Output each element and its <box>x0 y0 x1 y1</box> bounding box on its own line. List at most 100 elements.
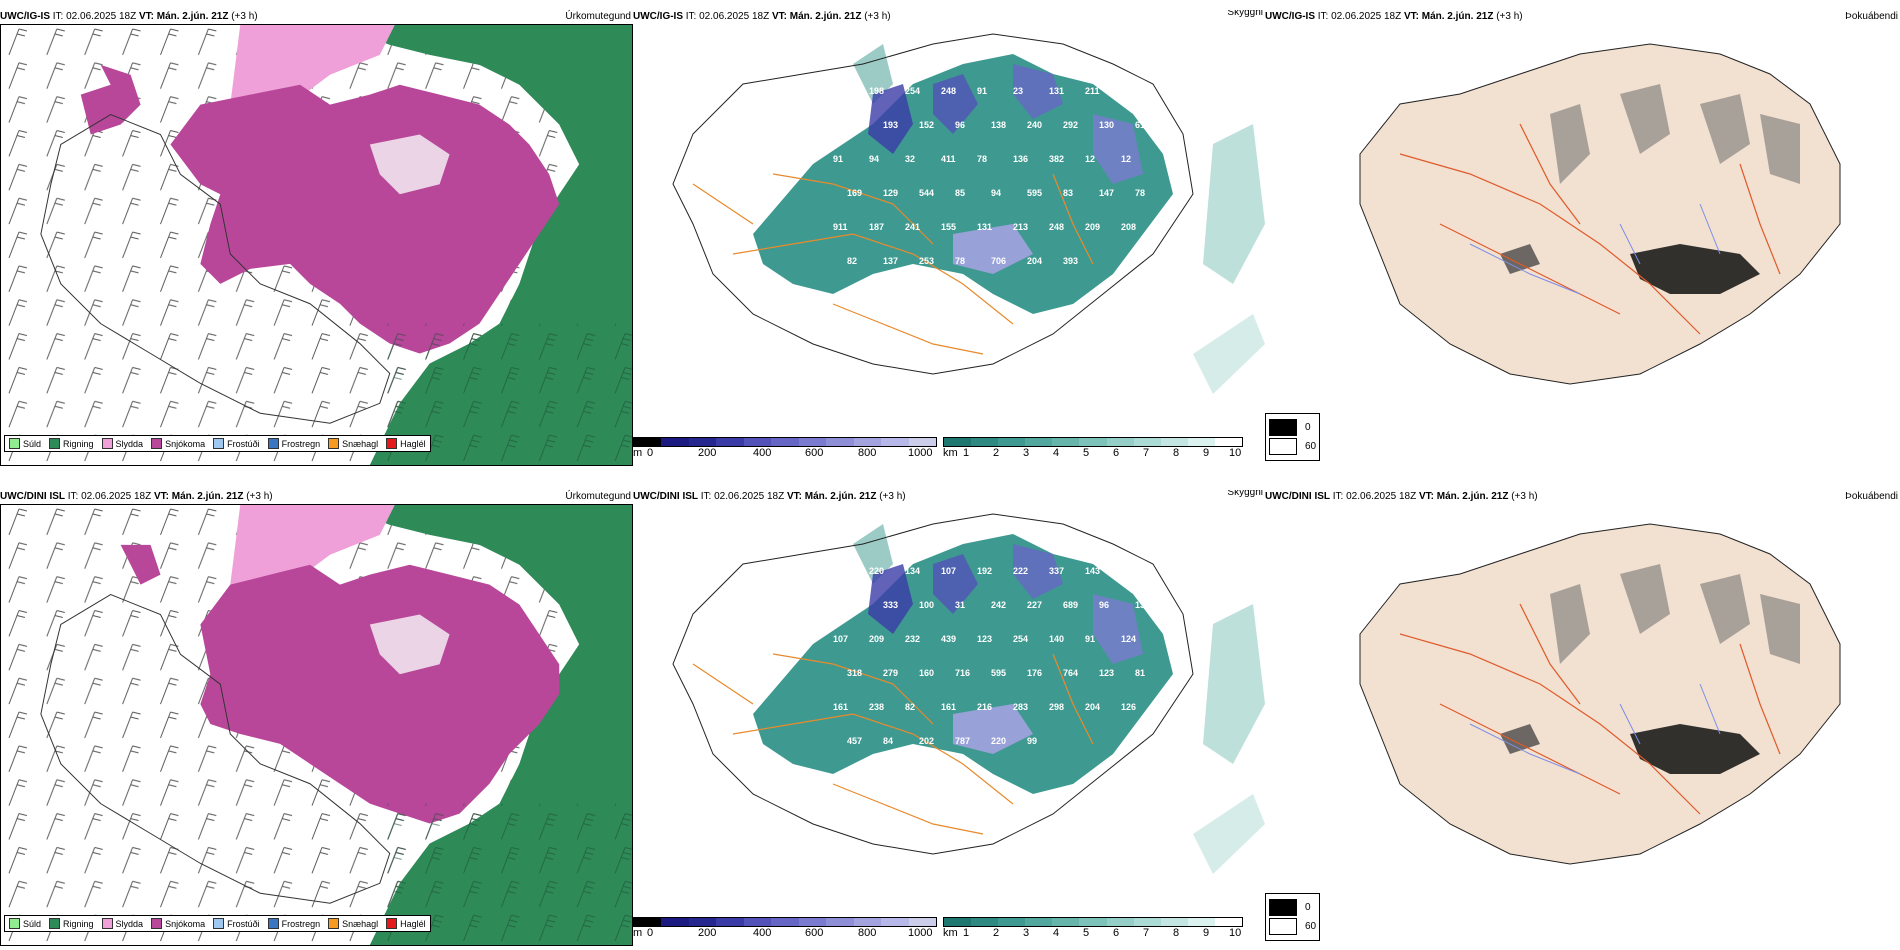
ceiling-value-label: 689 <box>1063 600 1078 610</box>
precip-type-panel-row2: UWC/DINI ISL IT: 02.06.2025 18Z VT: Mán.… <box>0 490 633 946</box>
ceiling-value-label: 249 <box>847 120 862 130</box>
tick-label: 7 <box>1143 927 1150 939</box>
ceiling-value-label: 102 <box>1121 86 1136 96</box>
ceiling-value-label: 202 <box>919 736 934 746</box>
ceiling-value-label: 84 <box>883 736 893 746</box>
fog-legend-swatch <box>1269 438 1297 455</box>
it-label: IT: <box>52 11 64 22</box>
ceiling-value-label: 220 <box>991 736 1006 746</box>
legend-label: Snæhagl <box>342 438 379 449</box>
legend-swatch <box>49 438 61 449</box>
legend-label: Frostregn <box>281 438 321 449</box>
colorbar-segment <box>1079 918 1107 926</box>
fog-legend-swatch <box>1269 918 1297 935</box>
ceiling-value-label: 136 <box>1135 600 1150 610</box>
lead-time: (+3 h) <box>246 491 273 502</box>
model-name: UWC/IG-IS <box>0 11 50 22</box>
model-name: UWC/DINI ISL <box>0 491 65 502</box>
panel-header: UWC/IG-IS IT: 02.06.2025 18Z VT: Mán. 2.… <box>1265 10 1900 24</box>
it-label: IT: <box>1317 11 1329 22</box>
ceiling-value-label: 283 <box>1013 702 1028 712</box>
tick-label: 800 <box>858 447 877 459</box>
ceiling-value-label: 595 <box>991 668 1006 678</box>
legend-item-rigning: Rigning <box>49 918 94 929</box>
model-name: UWC/DINI ISL <box>633 491 698 502</box>
ceiling-value-label: 198 <box>869 86 884 96</box>
visibility-colorbar: km 1 2 3 4 5 6 7 8 9 10 <box>943 437 1243 460</box>
lead-time: (+3 h) <box>1496 11 1523 22</box>
ceiling-value-label: 193 <box>883 120 898 130</box>
tick-label: 10 <box>1229 927 1242 939</box>
ceiling-value-label: 253 <box>919 256 934 266</box>
panel-title: Þokuábendi <box>1845 11 1898 22</box>
ceiling-value-label: 192 <box>977 566 992 576</box>
ceiling-value-label: 204 <box>1027 256 1042 266</box>
legend-swatch <box>101 918 113 929</box>
tick-label: 5 <box>1083 447 1090 459</box>
vt-label: VT: <box>1403 11 1419 22</box>
legend-item-hagel: Haglél <box>386 918 426 929</box>
colorbar-segment <box>944 918 972 926</box>
tick-label: 4 <box>1053 447 1060 459</box>
ceiling-value-label: 83 <box>1063 188 1073 198</box>
ceiling-value-label: 78 <box>977 154 987 164</box>
colorbar-segment <box>1052 438 1080 446</box>
ceiling-value-label: 94 <box>869 154 879 164</box>
colorbar-segment <box>944 438 972 446</box>
legend-label: Rigning <box>63 918 94 929</box>
tick-label: 8 <box>1173 927 1180 939</box>
vt-label: VT: <box>1418 491 1434 502</box>
colorbar-segment <box>1133 918 1161 926</box>
legend-swatch <box>151 438 163 449</box>
panel-header: UWC/DINI ISL IT: 02.06.2025 18Z VT: Mán.… <box>1265 490 1900 504</box>
ceiling-value-label: 143 <box>1085 566 1100 576</box>
cloud-base-colorbar: m 0 200 400 600 800 1000 <box>633 917 937 940</box>
ceiling-value-label: 155 <box>941 222 956 232</box>
ceiling-value-label: 138 <box>991 120 1006 130</box>
model-name: UWC/IG-IS <box>633 11 683 22</box>
tick-label: 6 <box>1113 927 1120 939</box>
ceiling-value-label: 169 <box>847 188 862 198</box>
tick-label: 1 <box>963 927 970 939</box>
colorbar-segment <box>798 438 827 446</box>
visibility-colorbar: km 1 2 3 4 5 6 7 8 9 10 <box>943 917 1243 940</box>
ceiling-value-label: 32 <box>905 154 915 164</box>
ceiling-value-label: 204 <box>1085 702 1100 712</box>
colorbar-segment <box>1133 438 1161 446</box>
precip-type-panel-row1: UWC/IG-IS IT: 02.06.2025 18Z VT: Mán. 2.… <box>0 10 633 466</box>
colorbar-segment <box>716 438 744 446</box>
fog-legend-label: 60 <box>1305 441 1317 452</box>
legend-item-frostregn: Frostregn <box>267 438 321 449</box>
ceiling-value-label: 136 <box>1013 154 1028 164</box>
ceiling-value-label: 227 <box>1027 600 1042 610</box>
fog-legend-item: 0 <box>1269 419 1316 436</box>
vt-value: Mán. 2.jún. 21Z <box>804 491 877 502</box>
ceiling-value-label: 85 <box>955 188 965 198</box>
legend-item-rigning: Rigning <box>49 438 94 449</box>
colorbar-segment <box>661 918 689 926</box>
colorbar-segment <box>1187 438 1215 446</box>
model-name: UWC/DINI ISL <box>1265 491 1330 502</box>
ceiling-value-label: 911 <box>833 222 848 232</box>
legend-item-sudl: Súld <box>9 438 41 449</box>
fog-legend-swatch <box>1269 419 1297 436</box>
ceiling-value-label: 241 <box>905 222 920 232</box>
vt-value: Mán. 2.jún. 21Z <box>171 491 244 502</box>
legend-swatch <box>267 918 279 929</box>
ceiling-value-label: 411 <box>941 154 956 164</box>
ceiling-value-label: 279 <box>883 668 898 678</box>
ceiling-value-label: 439 <box>941 634 956 644</box>
legend-item-slydda: Slydda <box>101 918 143 929</box>
ceiling-value-label: 198 <box>833 566 848 576</box>
fog-index-legend-row1: 0 60 <box>1265 413 1321 461</box>
it-value: 02.06.2025 18Z <box>714 491 785 502</box>
legend-label: Súld <box>23 918 42 929</box>
colorbar-segment <box>771 438 799 446</box>
ceiling-value-label: 126 <box>1121 702 1136 712</box>
legend-label: Haglél <box>400 918 426 929</box>
it-value: 02.06.2025 18Z <box>81 491 152 502</box>
unit-label: m <box>633 927 643 939</box>
ceiling-visibility-panel-row1: UWC/IG-IS IT: 02.06.2025 18Z VT: Mán. 2.… <box>633 10 1265 466</box>
legend-item-slydda: Slydda <box>101 438 143 449</box>
precip-legend: Súld Rigning Slydda Snjókoma Frostúði Fr… <box>4 435 431 452</box>
